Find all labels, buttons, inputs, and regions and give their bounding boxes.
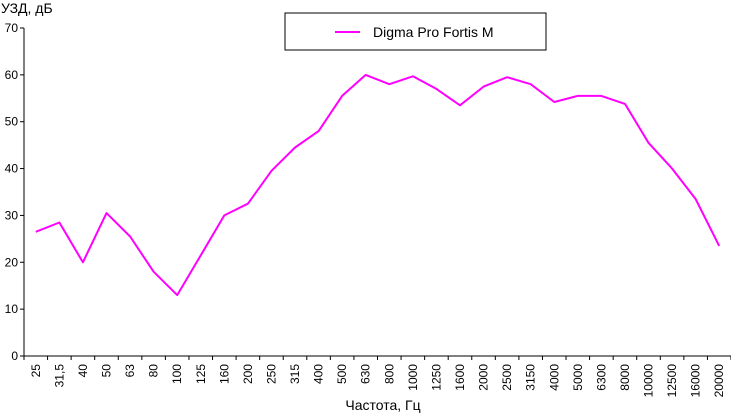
axes xyxy=(23,28,731,357)
x-tick-label: 160 xyxy=(217,364,231,384)
x-axis-title: Частота, Гц xyxy=(345,397,420,413)
y-tick-label: 0 xyxy=(11,349,18,363)
y-axis-title: УЗД, дБ xyxy=(1,0,53,16)
y-tick-label: 50 xyxy=(5,115,19,129)
y-tick-label: 70 xyxy=(5,21,19,35)
x-tick-label: 50 xyxy=(99,364,113,378)
x-tick-label: 315 xyxy=(288,364,302,384)
x-tick-label: 12500 xyxy=(665,364,679,398)
y-axis-ticks: 0 10 20 30 40 50 60 70 xyxy=(5,21,24,363)
legend-box xyxy=(284,12,547,51)
x-tick-label: 200 xyxy=(241,364,255,384)
y-tick-label: 40 xyxy=(5,162,19,176)
x-tick-label: 31,5 xyxy=(52,364,66,388)
x-tick-label: 100 xyxy=(170,364,184,384)
x-tick-label: 80 xyxy=(147,364,161,378)
y-tick-label: 60 xyxy=(5,68,19,82)
x-tick-label: 40 xyxy=(76,364,90,378)
x-tick-label: 400 xyxy=(312,364,326,384)
legend: Digma Pro Fortis M xyxy=(284,12,547,51)
x-tick-label: 25 xyxy=(29,364,43,378)
x-tick-label: 800 xyxy=(382,364,396,384)
x-tick-label: 20000 xyxy=(712,364,726,398)
x-tick-label: 1600 xyxy=(453,364,467,391)
x-axis-ticks: 25 31,5 40 50 63 80 100 125 160 200 250 315 400 500 63… xyxy=(23,356,731,398)
x-tick-label: 2000 xyxy=(477,364,491,391)
x-tick-label: 16000 xyxy=(689,364,703,398)
legend-label: Digma Pro Fortis M xyxy=(373,24,494,40)
x-tick-label: 63 xyxy=(123,364,137,378)
x-tick-label: 1000 xyxy=(406,364,420,391)
x-tick-label: 500 xyxy=(335,364,349,384)
x-tick-label: 6300 xyxy=(594,364,608,391)
series-group xyxy=(35,73,721,297)
x-tick-label: 10000 xyxy=(642,364,656,398)
x-tick-label: 4000 xyxy=(547,364,561,391)
x-tick-label: 125 xyxy=(194,364,208,384)
x-tick-label: 630 xyxy=(359,364,373,384)
x-tick-label: 2500 xyxy=(500,364,514,391)
y-tick-label: 20 xyxy=(5,255,19,269)
y-tick-label: 10 xyxy=(5,302,19,316)
x-tick-label: 8000 xyxy=(618,364,632,391)
y-tick-label: 30 xyxy=(5,208,19,222)
x-tick-label: 1250 xyxy=(429,364,443,391)
x-tick-label: 3150 xyxy=(524,364,538,391)
x-tick-label: 250 xyxy=(264,364,278,384)
x-tick-label: 5000 xyxy=(571,364,585,391)
series-line xyxy=(35,73,721,297)
